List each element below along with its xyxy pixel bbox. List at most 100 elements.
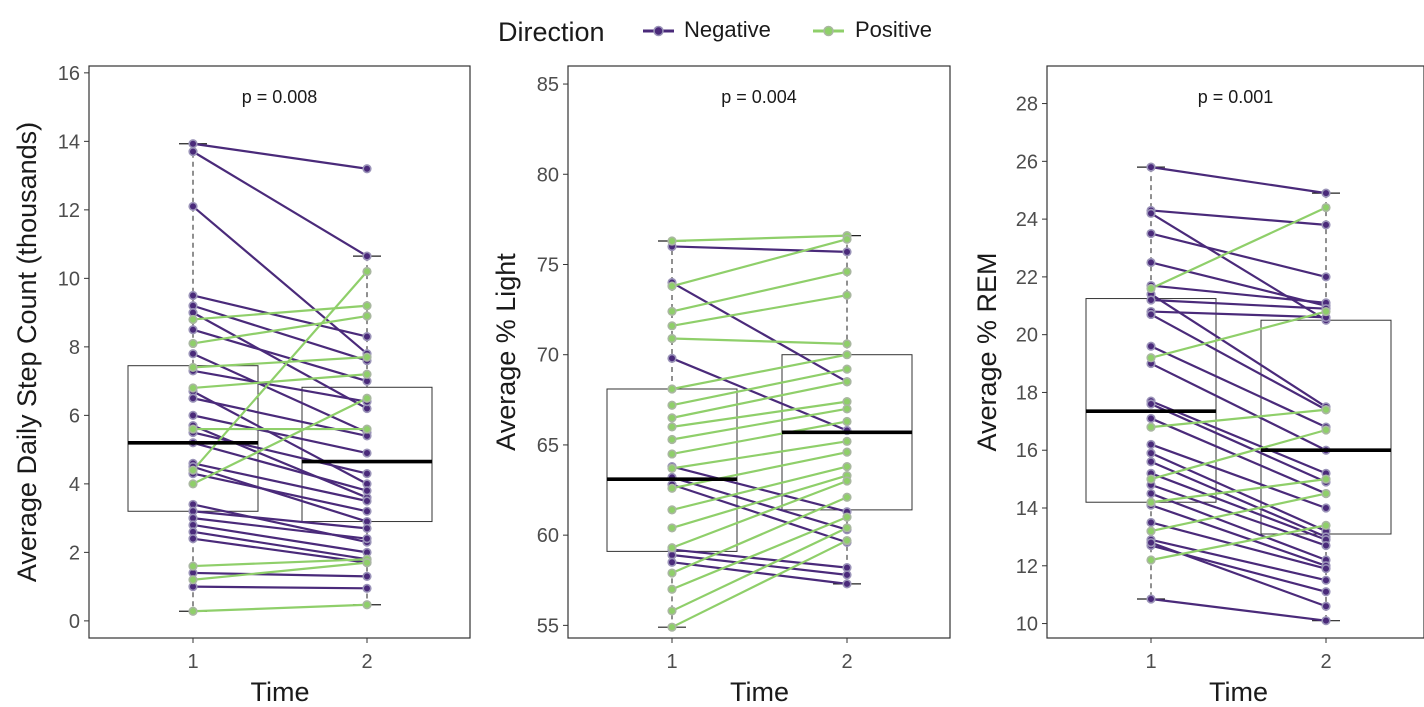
point-s8-t1 (188, 349, 198, 359)
paired-line-7 (192, 328, 368, 383)
paired-line-6 (192, 311, 368, 410)
point-s21-t2 (842, 436, 852, 446)
point-s36-t1 (188, 606, 198, 616)
paired-line-5 (1150, 261, 1327, 307)
point-s2-t1 (188, 147, 198, 157)
paired-line-30 (1150, 408, 1327, 429)
legend: Direction Negative Positive (498, 17, 932, 47)
paired-line-32 (192, 397, 368, 485)
point-s29-t2 (362, 352, 372, 362)
point-s27-t1 (188, 314, 198, 325)
point-s21-t1 (667, 463, 677, 473)
points (667, 231, 852, 632)
paired-line-13 (1150, 400, 1327, 475)
paired-line-24 (192, 537, 368, 564)
point-s19-t2 (842, 404, 852, 414)
legend-positive-marker (823, 25, 834, 37)
paired-line-2 (1150, 209, 1327, 226)
point-s15-t1 (667, 384, 677, 394)
paired-line-35 (192, 561, 368, 581)
point-s3-t1 (667, 353, 677, 363)
paired-line-10 (1150, 313, 1327, 411)
paired-line-8 (671, 553, 848, 576)
point-s26-t2 (362, 583, 372, 593)
y-tick-label: 60 (537, 525, 559, 547)
point-s1-t2 (362, 164, 372, 174)
paired-line-10 (671, 234, 848, 243)
point-s1-t2 (1321, 188, 1331, 198)
point-s25-t2 (1321, 587, 1331, 597)
x-axis-title: Time (251, 677, 310, 707)
point-s27-t1 (667, 584, 677, 594)
point-s21-t1 (1146, 488, 1156, 499)
paired-lines (192, 142, 368, 613)
y-tick-label: 8 (69, 337, 80, 359)
point-s1-t1 (1146, 162, 1156, 172)
paired-line-21 (671, 440, 848, 470)
point-s29-t1 (188, 362, 198, 373)
paired-line-5 (192, 304, 368, 362)
paired-line-3 (1150, 212, 1327, 322)
paired-line-18 (1150, 460, 1327, 538)
paired-lines (1150, 166, 1327, 622)
point-s12-t1 (188, 410, 198, 420)
point-s35-t2 (362, 558, 372, 568)
x-tick-label: 2 (361, 651, 372, 673)
point-s28-t1 (188, 338, 198, 349)
paired-line-23 (671, 465, 848, 511)
y-tick-label: 22 (1016, 267, 1038, 289)
point-s20-t2 (1321, 540, 1331, 551)
paired-line-32 (1150, 478, 1327, 504)
point-s30-t2 (362, 369, 372, 379)
points (188, 139, 372, 616)
paired-line-15 (192, 441, 368, 492)
point-s13-t1 (667, 321, 677, 331)
paired-line-12 (671, 270, 848, 313)
paired-line-34 (1150, 524, 1327, 562)
paired-line-24 (1150, 538, 1327, 582)
point-s14-t1 (1146, 399, 1156, 409)
point-s28-t2 (1321, 202, 1331, 213)
p-value-annotation: p = 0.001 (1198, 87, 1274, 107)
paired-line-27 (192, 304, 368, 321)
point-s17-t2 (842, 377, 852, 387)
paired-line-12 (1150, 362, 1327, 452)
point-s17-t1 (667, 413, 677, 423)
paired-line-36 (192, 603, 368, 613)
paired-line-19 (671, 407, 848, 441)
point-s11-t1 (188, 393, 198, 403)
point-s30-t1 (1146, 422, 1156, 432)
point-s12-t1 (667, 306, 677, 317)
y-tick-label: 6 (69, 405, 80, 427)
paired-line-1 (1150, 166, 1327, 195)
legend-title: Direction (498, 17, 605, 47)
paired-line-22 (671, 451, 848, 490)
point-s36-t2 (362, 600, 372, 610)
y-tick-label: 10 (1016, 614, 1038, 636)
point-s8-t2 (842, 570, 852, 580)
point-s7-t1 (188, 325, 198, 335)
point-s31-t1 (188, 465, 198, 475)
paired-line-5 (671, 476, 848, 531)
paired-line-8 (192, 352, 368, 434)
y-tick-label: 10 (58, 268, 80, 290)
x-tick-label: 1 (1145, 651, 1156, 673)
paired-line-17 (1150, 452, 1327, 533)
paired-line-13 (671, 294, 848, 327)
paired-line-28 (1150, 206, 1327, 290)
point-s11-t1 (1146, 341, 1156, 351)
point-s4-t2 (362, 331, 372, 342)
paired-line-3 (192, 205, 368, 355)
y-tick-label: 70 (537, 345, 559, 367)
legend-key-negative (643, 25, 674, 37)
point-s23-t2 (1321, 564, 1331, 574)
point-s25-t2 (842, 476, 852, 486)
point-s31-t1 (1146, 474, 1156, 484)
y-axis-title: Average % Light (491, 253, 521, 451)
point-s33-t2 (362, 424, 372, 434)
point-s24-t2 (1321, 575, 1331, 585)
point-s28-t2 (362, 311, 372, 321)
paired-line-4 (192, 294, 368, 338)
y-tick-label: 18 (1016, 382, 1038, 404)
